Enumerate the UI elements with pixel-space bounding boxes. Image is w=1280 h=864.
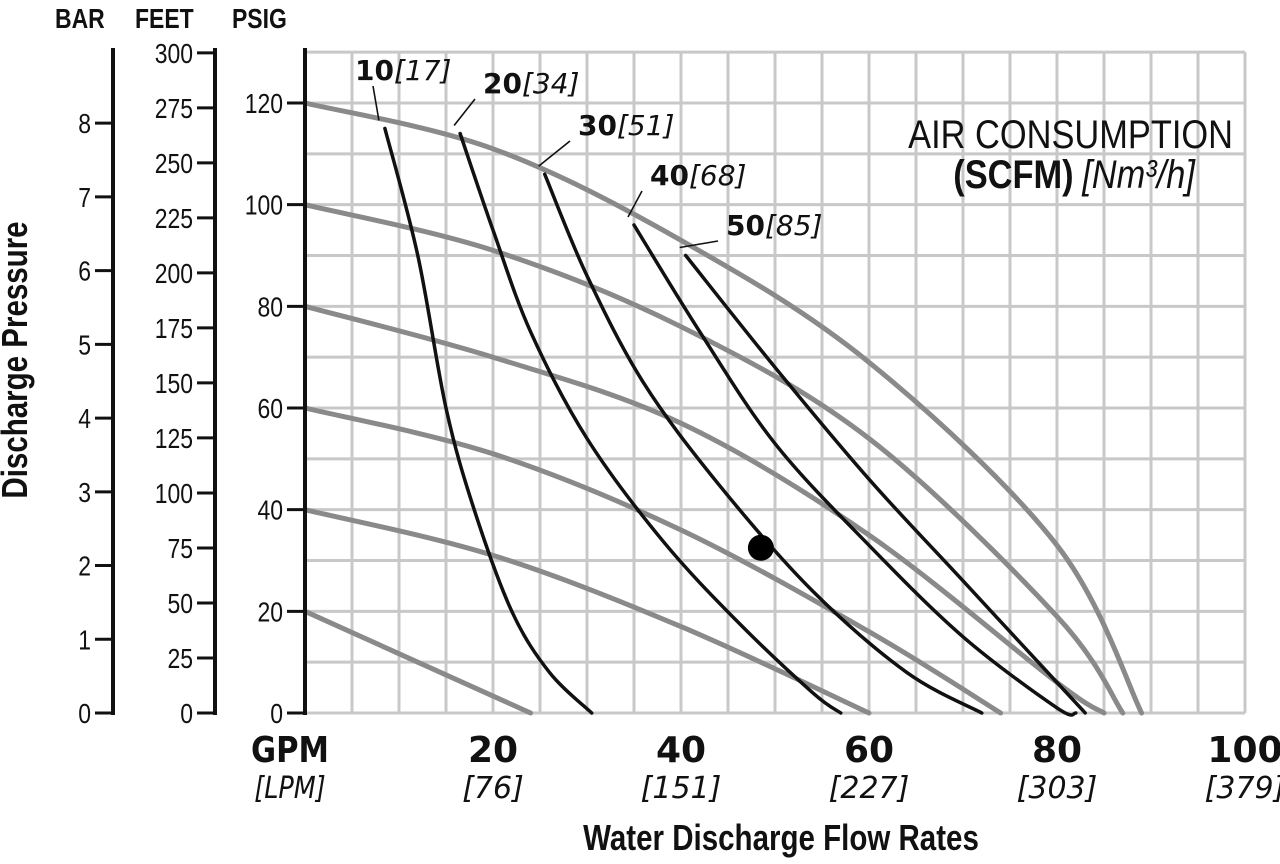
- grid: [303, 50, 1247, 715]
- bar-tick-label: 5: [78, 330, 91, 361]
- y-axes: 0204060801001200255075100125150175200225…: [78, 39, 307, 730]
- air-curve-label-30: 30[51]: [578, 109, 674, 142]
- performance-curve: [302, 608, 534, 716]
- bar-tick-label: 7: [78, 183, 91, 214]
- psig-tick-label: 120: [245, 89, 283, 120]
- feet-tick-label: 25: [167, 644, 193, 675]
- air-curve-label-20: 20[34]: [483, 67, 579, 100]
- bar-tick-label: 2: [78, 551, 91, 582]
- operating-point-marker: [747, 534, 774, 561]
- air-curve-leader: [372, 85, 380, 121]
- legend-title: AIR CONSUMPTION: [908, 112, 1233, 157]
- x-tick-label: 20: [468, 730, 518, 771]
- air-curve-scfm: 30: [578, 109, 617, 142]
- x-tick-sublabel: [76]: [462, 771, 524, 806]
- psig-tick-label: 20: [257, 597, 283, 628]
- x-tick-label: 40: [656, 730, 706, 771]
- feet-axis-header: FEET: [135, 4, 194, 35]
- air-curve-leader: [453, 98, 476, 126]
- air-curve-scfm: 20: [483, 67, 522, 100]
- feet-tick-label: 0: [180, 699, 193, 730]
- air-curve-scfm: 50: [726, 209, 765, 242]
- x-axis-title: Water Discharge Flow Rates: [583, 817, 979, 857]
- feet-tick-label: 100: [155, 479, 193, 510]
- air-curve-nm3h: [68]: [689, 159, 746, 192]
- legend-unit-scfm: (SCFM): [953, 152, 1073, 197]
- air-curve-scfm: 10: [355, 54, 394, 87]
- air-consumption-curve-50: [683, 253, 1087, 715]
- feet-tick-label: 200: [155, 259, 193, 290]
- air-curve-scfm: 40: [650, 159, 689, 192]
- performance-curve: [302, 100, 1145, 716]
- feet-tick-label: 50: [167, 589, 193, 620]
- x-tick-sublabel: [303]: [1017, 771, 1098, 806]
- legend-units: (SCFM) [Nm³/h]: [953, 152, 1196, 197]
- bar-tick-label: 4: [78, 404, 91, 435]
- bar-tick-label: 8: [78, 109, 91, 140]
- feet-tick-label: 275: [155, 94, 193, 125]
- air-consumption-curve-30: [542, 172, 984, 715]
- psig-tick-label: 80: [257, 292, 283, 323]
- x-tick-label: 100: [1207, 730, 1280, 771]
- performance-curve: [302, 202, 1126, 716]
- x-unit-primary: GPM: [251, 729, 329, 771]
- psig-tick-label: 0: [270, 699, 283, 730]
- air-consumption-curve-40: [632, 223, 1078, 717]
- air-curve-nm3h: [85]: [765, 209, 822, 242]
- legend-unit-nm3h: [Nm³/h]: [1081, 152, 1196, 197]
- air-consumption-curve-10: [383, 126, 594, 715]
- air-curve-label-50: 50[85]: [726, 209, 822, 242]
- air-curve-leader: [627, 190, 643, 218]
- feet-tick-label: 225: [155, 204, 193, 235]
- x-tick-sublabel: [227]: [829, 771, 910, 806]
- feet-tick-label: 75: [167, 534, 193, 565]
- feet-tick-label: 150: [155, 369, 193, 400]
- air-curve-label-10: 10[17]: [355, 54, 451, 87]
- bar-tick-label: 1: [78, 625, 91, 656]
- air-curve-leader: [538, 140, 571, 167]
- x-axis-ticks: 20[76] 40[151] 60[227] 80[303] 100[379]: [462, 730, 1280, 806]
- air-curve-nm3h: [34]: [522, 67, 579, 100]
- feet-tick-label: 300: [155, 39, 193, 70]
- psig-tick-label: 100: [245, 191, 283, 222]
- feet-tick-label: 250: [155, 149, 193, 180]
- feet-tick-label: 175: [155, 314, 193, 345]
- performance-curves: [302, 100, 1145, 716]
- air-curve-label-40: 40[68]: [650, 159, 746, 192]
- performance-curve: [302, 507, 872, 716]
- air-curve-nm3h: [51]: [617, 109, 674, 142]
- x-tick-label: 80: [1032, 730, 1082, 771]
- x-tick-sublabel: [151]: [641, 771, 722, 806]
- air-consumption-curve-20: [458, 131, 843, 715]
- bar-tick-label: 3: [78, 478, 91, 509]
- performance-curve: [302, 303, 1107, 716]
- air-consumption-curves: [383, 126, 1087, 717]
- feet-tick-label: 125: [155, 424, 193, 455]
- bar-tick-label: 6: [78, 257, 91, 288]
- x-tick-label: 60: [844, 730, 894, 771]
- psig-tick-label: 40: [257, 496, 283, 527]
- bar-tick-label: 0: [78, 699, 91, 730]
- bar-axis-header: BAR: [55, 4, 105, 35]
- x-tick-sublabel: [379]: [1205, 771, 1280, 806]
- y-axis-title: Discharge Pressure: [0, 221, 35, 498]
- psig-axis-header: PSIG: [232, 4, 287, 35]
- air-curve-leader: [679, 240, 719, 249]
- performance-curve: [302, 405, 1004, 716]
- x-unit-secondary: [LPM]: [254, 770, 325, 806]
- psig-tick-label: 60: [257, 394, 283, 425]
- air-curve-nm3h: [17]: [394, 54, 451, 87]
- air-curve-labels: 10[17] 20[34] 30[51] 40[68] 50[85]: [355, 54, 822, 249]
